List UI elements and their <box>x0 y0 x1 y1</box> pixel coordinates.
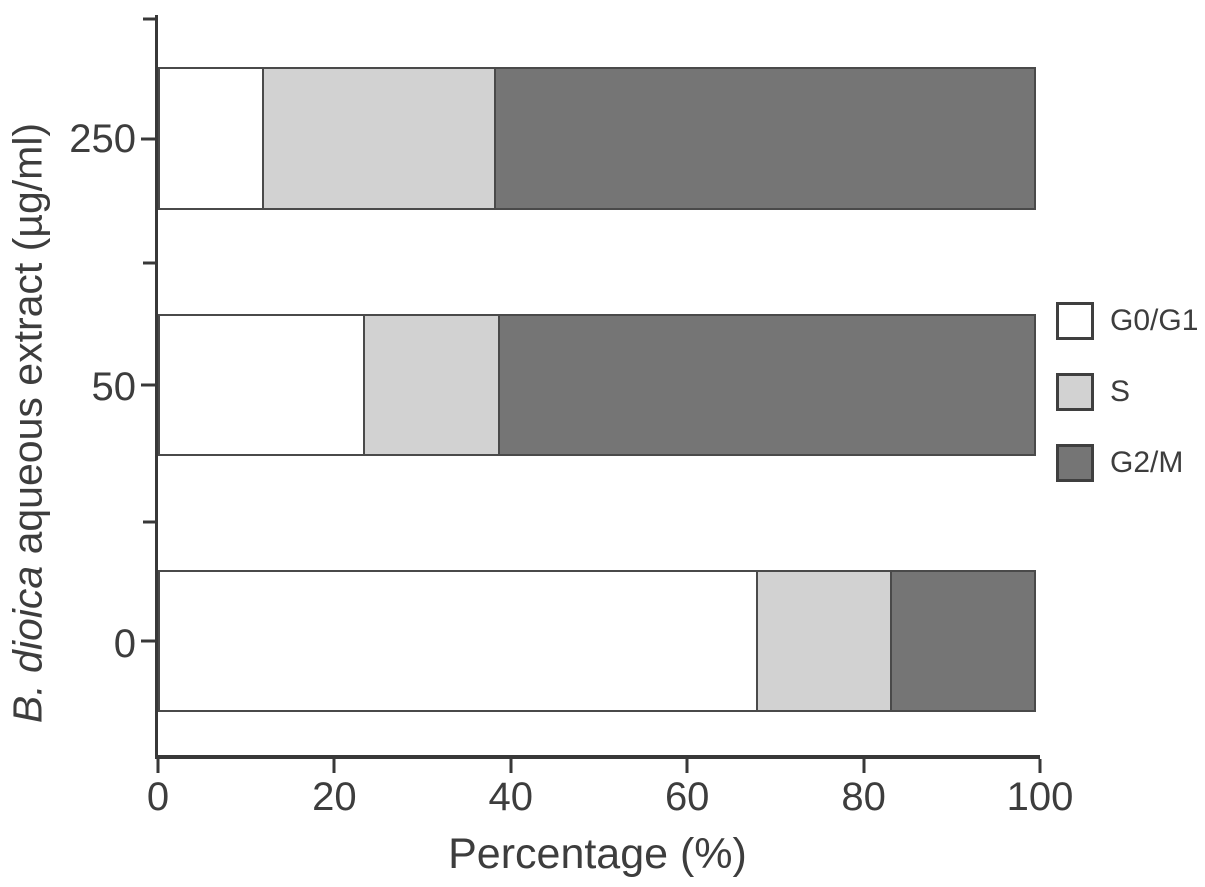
y-tick-50 <box>141 383 156 387</box>
legend: G0/G1 S G2/M <box>1056 302 1198 482</box>
bar-segment-g2-m-250 <box>493 67 1036 210</box>
y-tick-minor-1 <box>143 261 156 265</box>
plot-area: 0 20 40 60 80 100 <box>141 15 1073 817</box>
y-tick-minor-2 <box>143 520 156 524</box>
x-tick-80 <box>862 759 866 773</box>
y-tick-250 <box>141 137 156 141</box>
x-tick-100 <box>1038 759 1042 773</box>
bar-row-250 <box>158 67 1040 210</box>
bar-segment-s-250 <box>261 67 496 210</box>
bar-segment-g0-g1-0 <box>158 569 758 713</box>
bar-row-50 <box>158 313 1040 457</box>
bar-segment-s-0 <box>755 569 893 713</box>
x-tick-label-100: 100 <box>1006 775 1074 819</box>
bar-segment-g0-g1-50 <box>158 313 366 457</box>
x-tick-label-40: 40 <box>488 775 534 819</box>
x-tick-0 <box>156 759 160 773</box>
legend-label-s: S <box>1110 375 1131 408</box>
legend-item-s: S <box>1056 373 1198 411</box>
legend-label-g0-g1: G0/G1 <box>1110 304 1199 337</box>
y-tick-label-250: 250 <box>69 117 136 162</box>
bar-segment-g2-m-0 <box>890 569 1036 713</box>
y-tick-0 <box>141 639 156 643</box>
y-category-labels: 250 50 0 <box>0 15 136 759</box>
x-axis-label: Percentage (%) <box>448 830 747 878</box>
legend-swatch-s <box>1056 373 1094 411</box>
x-tick-label-60: 60 <box>664 775 710 819</box>
bar-segment-s-50 <box>363 313 500 457</box>
y-tick-label-0: 0 <box>113 622 136 667</box>
x-tick-60 <box>685 759 689 773</box>
y-tick-minor-0 <box>143 17 156 21</box>
x-tick-label-80: 80 <box>841 775 886 819</box>
legend-swatch-g2-m <box>1056 444 1094 482</box>
bar-row-0 <box>158 569 1040 713</box>
bar-segment-g0-g1-250 <box>158 67 264 210</box>
x-tick-label-20: 20 <box>312 775 357 819</box>
legend-swatch-g0-g1 <box>1056 302 1094 340</box>
x-tick-20 <box>332 759 336 773</box>
legend-label-g2-m: G2/M <box>1110 446 1184 479</box>
bar-segment-g2-m-50 <box>497 313 1036 457</box>
legend-item-g0-g1: G0/G1 <box>1056 302 1198 340</box>
x-tick-label-0: 0 <box>146 775 170 819</box>
x-tick-40 <box>509 759 513 773</box>
legend-item-g2-m: G2/M <box>1056 444 1198 482</box>
y-tick-label-50: 50 <box>91 365 137 409</box>
